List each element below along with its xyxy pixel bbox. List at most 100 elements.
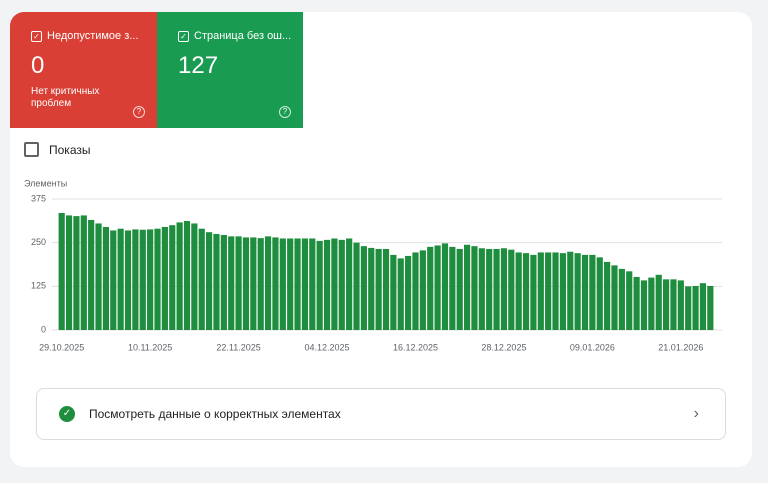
bar — [220, 234, 227, 330]
bar — [478, 248, 485, 330]
bar — [559, 253, 566, 330]
bar — [102, 226, 110, 330]
x-tick-label: 22.11.2025 — [216, 342, 260, 352]
bar — [331, 238, 338, 330]
bar — [537, 252, 544, 330]
bar — [198, 228, 205, 330]
help-icon[interactable]: ? — [133, 106, 145, 118]
bar — [515, 252, 522, 330]
bar — [80, 215, 87, 330]
bar — [412, 252, 419, 330]
bar — [382, 248, 390, 330]
bar — [346, 238, 353, 330]
bar — [272, 237, 279, 330]
bar — [124, 230, 132, 330]
bar — [670, 279, 677, 330]
bar — [257, 238, 264, 330]
bar — [287, 238, 294, 330]
chevron: › — [693, 405, 699, 422]
bar — [574, 253, 581, 330]
bar — [353, 242, 360, 330]
bar — [235, 236, 242, 330]
x-tick-label: 21.01.2026 — [658, 342, 703, 352]
bar — [604, 261, 611, 330]
bar — [360, 246, 367, 330]
bar — [685, 286, 692, 330]
bar — [707, 285, 714, 330]
impressions-toggle[interactable]: Показы — [24, 142, 90, 157]
bar — [323, 239, 331, 330]
x-tick-label: 04.12.2025 — [305, 342, 350, 352]
help-icon[interactable]: ? — [279, 106, 291, 118]
chart: Элементы 0 125 250 375 29.10.2025 10.11.2025 2… — [24, 178, 722, 352]
bar — [154, 228, 161, 330]
bar — [589, 254, 596, 330]
bar — [139, 229, 146, 330]
checkbox[interactable] — [24, 142, 39, 157]
bar — [176, 222, 183, 330]
bar — [441, 243, 449, 330]
bar — [368, 247, 375, 330]
bar — [147, 229, 154, 330]
toggle-label: Показы — [49, 142, 91, 157]
bar — [132, 229, 139, 330]
checkbox[interactable]: ✓ — [31, 30, 42, 42]
card-note: Нет критичных проблем — [31, 86, 100, 109]
bar — [206, 232, 213, 330]
bar — [183, 221, 191, 330]
report-panel: ✓ Недопустимое з... 0 Нет критичных пробл… — [10, 12, 752, 467]
bar — [493, 248, 500, 330]
y-tick-label: 125 — [31, 281, 46, 291]
bar — [486, 248, 493, 330]
bar — [213, 233, 220, 330]
check-icon: ✓ — [59, 406, 75, 422]
bar — [264, 236, 272, 330]
bar — [117, 228, 124, 330]
bar — [427, 246, 434, 330]
bar — [390, 254, 397, 330]
x-tick-label: 09.01.2026 — [570, 342, 615, 352]
bar — [242, 237, 250, 330]
bar — [110, 230, 117, 330]
valid-items-link[interactable]: ✓ Посмотреть данные о корректных элемент… — [36, 388, 726, 440]
bar — [309, 238, 316, 330]
bar — [655, 274, 662, 330]
checkbox[interactable]: ✓ — [178, 30, 189, 42]
bar — [434, 245, 441, 330]
x-tick-label: 16.12.2025 — [393, 342, 438, 352]
bar — [692, 285, 699, 330]
bar — [626, 271, 633, 330]
bar — [405, 255, 412, 330]
bar — [618, 268, 625, 330]
card-value: 0 — [31, 52, 45, 79]
bar — [397, 258, 404, 330]
bar — [161, 226, 168, 330]
bar — [88, 219, 95, 330]
bar — [471, 246, 478, 330]
bar — [250, 237, 257, 330]
bar — [552, 252, 559, 330]
card-header: ✓ Страница без ош... — [178, 30, 303, 42]
valid-card[interactable]: ✓ Страница без ош... 127 ? — [157, 12, 303, 128]
bar — [316, 240, 323, 330]
bar — [449, 246, 456, 330]
bar — [611, 265, 618, 330]
bar — [530, 254, 537, 330]
bar — [419, 250, 426, 330]
bar — [463, 244, 471, 330]
bar — [662, 279, 670, 330]
bar — [699, 283, 707, 330]
bar — [279, 238, 286, 330]
bar — [228, 236, 235, 330]
card-value: 127 — [178, 52, 219, 79]
bar — [567, 251, 574, 330]
error-card[interactable]: ✓ Недопустимое з... 0 Нет критичных пробл… — [10, 12, 157, 128]
bar — [596, 257, 603, 330]
bar — [65, 215, 73, 330]
bar — [581, 254, 589, 330]
link-label: Посмотреть данные о корректных элементах — [89, 407, 341, 421]
card-label: Недопустимое з... — [47, 30, 139, 42]
bar — [456, 248, 463, 330]
